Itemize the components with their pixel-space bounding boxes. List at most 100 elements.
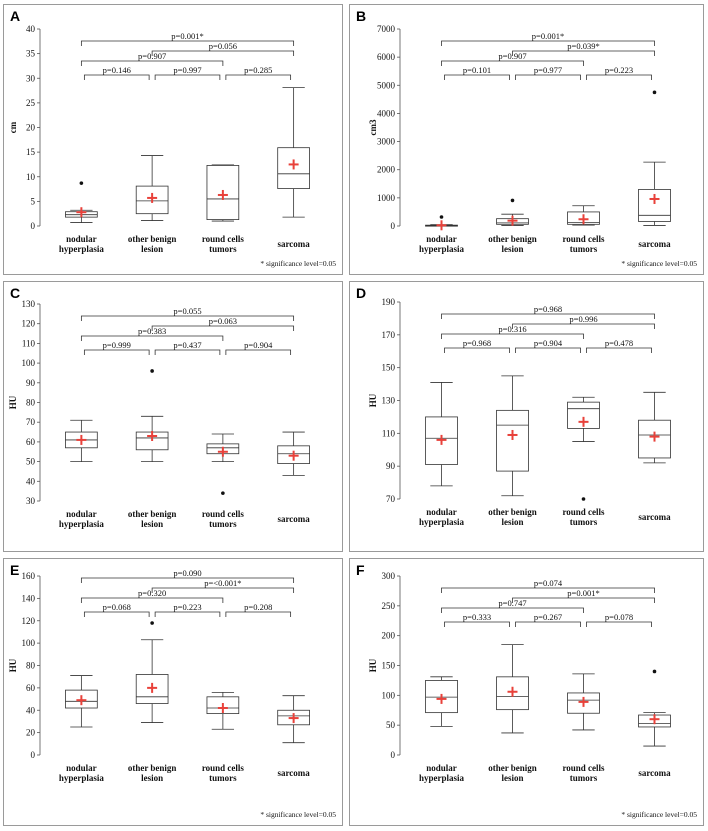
category-label: tumors: [570, 517, 598, 527]
category-label: hyperplasia: [59, 519, 105, 529]
box-4: [277, 431, 310, 476]
y-tick-label: 250: [382, 601, 396, 611]
bracket-line: [515, 621, 581, 627]
y-tick-label: 80: [26, 398, 36, 408]
p-value-label: p=0.208: [244, 602, 272, 612]
y-tick-label: 0: [31, 221, 36, 231]
category-label: hyperplasia: [59, 773, 105, 783]
y-tick-label: 2000: [377, 165, 396, 175]
significance-footnote: * significance level=0.05: [260, 810, 336, 819]
category-label: other benign: [488, 234, 537, 244]
comparison-bracket: p=0.063: [151, 316, 295, 331]
y-tick-label: 70: [386, 494, 396, 504]
box-4: [638, 391, 671, 464]
p-value-label: p=0.068: [103, 602, 131, 612]
category-label: nodular: [66, 763, 97, 773]
y-tick-label: 90: [386, 461, 396, 471]
y-tick-label: 20: [26, 728, 36, 738]
category-label: lesion: [141, 244, 163, 254]
p-value-label: p=0.078: [605, 612, 633, 622]
significance-footnote: * significance level=0.05: [260, 259, 336, 268]
bracket-line: [441, 333, 584, 339]
panel-label: E: [10, 562, 19, 578]
category-label: lesion: [501, 244, 523, 254]
comparison-bracket: p=0.090: [80, 568, 295, 583]
bracket-line: [444, 74, 510, 80]
y-tick-label: 100: [22, 638, 36, 648]
comparison-bracket: p=0.437: [154, 340, 221, 355]
y-tick-label: 40: [26, 476, 36, 486]
y-tick-label: 150: [382, 363, 396, 373]
comparison-bracket: p=0.208: [225, 602, 292, 617]
category-label: nodular: [426, 763, 457, 773]
category-label: other benign: [488, 507, 537, 517]
y-tick-label: 170: [382, 330, 396, 340]
y-tick-label: 120: [22, 616, 36, 626]
bracket-line: [225, 74, 292, 80]
y-tick-label: 6000: [377, 52, 396, 62]
category-label: other benign: [128, 763, 177, 773]
category-label: nodular: [66, 509, 97, 519]
box-1: [425, 382, 458, 487]
y-tick-label: 40: [26, 705, 36, 715]
p-value-label: p=0.907: [138, 51, 166, 61]
box-1: [65, 675, 98, 728]
panel-label: D: [356, 285, 366, 301]
bracket-line: [515, 74, 581, 80]
box-3: [206, 164, 240, 222]
y-tick-label: 50: [386, 720, 396, 730]
chart-svg-b: B 0 1000 2000 3000 4000 5000 6000 7000 cm3 nodular…: [356, 8, 697, 268]
box-2: [135, 369, 169, 463]
category-label: lesion: [501, 517, 523, 527]
category-label: sarcoma: [277, 768, 310, 778]
significance-footnote: * significance level=0.05: [621, 259, 697, 268]
y-tick-label: 5: [31, 196, 36, 206]
p-value-label: p=0.996: [569, 314, 597, 324]
comparison-bracket: p=0.223: [586, 65, 652, 80]
bracket-line: [515, 347, 581, 353]
category-label: hyperplasia: [419, 517, 465, 527]
comparison-bracket: p=0.383: [80, 326, 224, 341]
category-label: hyperplasia: [419, 244, 465, 254]
outlier-point: [652, 90, 657, 95]
bracket-line: [441, 607, 584, 613]
panel-label: B: [356, 8, 366, 24]
box-3: [206, 691, 240, 730]
panel-label: C: [10, 285, 20, 301]
p-value-label: p=0.001*: [171, 31, 203, 41]
comparison-bracket: p=0.267: [515, 612, 581, 627]
y-axis-label: cm3: [368, 119, 378, 135]
box-1: [425, 676, 458, 727]
y-tick-label: 1000: [377, 193, 396, 203]
y-tick-label: 5000: [377, 80, 396, 90]
comparison-bracket: p=0.078: [586, 612, 652, 627]
outlier-point: [79, 181, 84, 185]
bracket-line: [225, 611, 292, 617]
y-tick-label: 100: [22, 358, 36, 368]
category-label: nodular: [426, 507, 457, 517]
category-label: round cells: [202, 763, 245, 773]
y-tick-label: 100: [382, 690, 396, 700]
category-label: hyperplasia: [419, 773, 465, 783]
bracket-line: [154, 349, 221, 355]
panel-label: A: [10, 8, 20, 24]
category-label: hyperplasia: [59, 244, 105, 254]
bracket-line: [512, 323, 655, 329]
category-label: tumors: [209, 244, 237, 254]
comparison-bracket: p=<0.001*: [151, 578, 295, 593]
y-tick-label: 3000: [377, 137, 396, 147]
comparison-bracket: p=0.001*: [441, 31, 655, 46]
p-value-label: p=0.968: [534, 304, 562, 314]
p-value-label: p=0.001*: [532, 31, 564, 41]
category-label: tumors: [570, 773, 598, 783]
bracket-line: [441, 40, 655, 46]
comparison-bracket: p=0.223: [154, 602, 221, 617]
panel-label: F: [356, 562, 365, 578]
p-value-label: p=0.039*: [567, 41, 599, 51]
p-value-label: p=0.383: [138, 326, 166, 336]
bracket-line: [80, 335, 224, 341]
comparison-bracket: p=0.968: [441, 304, 655, 319]
comparison-bracket: p=0.333: [444, 612, 510, 627]
y-tick-label: 130: [22, 299, 36, 309]
chart-svg-d: D 70 90 110 130 150 170 190 HU nodularhyperplasia…: [356, 285, 671, 527]
